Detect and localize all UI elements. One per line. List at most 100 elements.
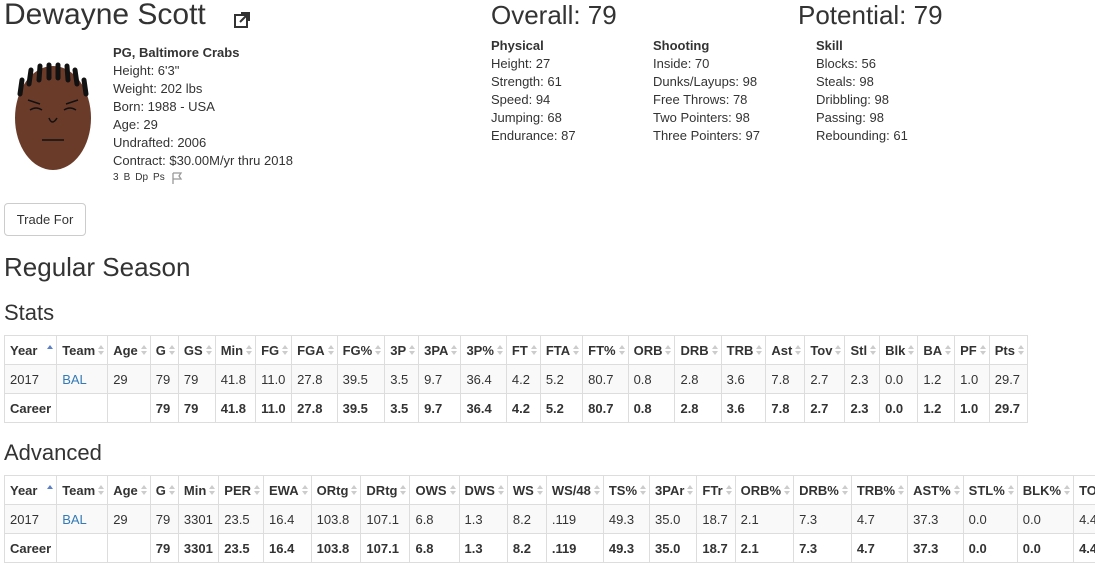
column-header[interactable]: STL% [962,475,1018,505]
column-header[interactable]: AST% [907,475,964,505]
rating-group-title: Skill [816,38,843,53]
column-header[interactable]: DWS [458,475,508,505]
cell: 80.7 [582,364,629,394]
team-link[interactable]: BAL [62,371,87,387]
column-header[interactable]: Min [177,475,220,505]
column-header[interactable]: WS [506,475,547,505]
season-row: 2017 BAL 29 79 79 41.8 11.0 27.8 39.5 3.5 9.7 36.4 4… [3,364,1028,394]
trade-button[interactable]: Trade For [4,203,86,236]
column-header[interactable]: Ast [765,335,806,365]
column-header[interactable]: Team [56,475,109,505]
cell: 2017 [3,364,58,394]
column-header[interactable]: G [149,335,179,365]
column-header[interactable]: G [149,475,179,505]
rating-item: Three Pointers: 97 [653,128,760,143]
cell: Career [3,533,58,563]
column-header[interactable]: DRtg [360,475,411,505]
player-bio: PG, Baltimore Crabs Height: 6'3" Weight: … [113,44,293,170]
cell: .119 [545,504,604,534]
column-header[interactable]: EWA [263,475,312,505]
column-header[interactable]: Pts [988,335,1028,365]
column-header[interactable]: 3PAr [649,475,698,505]
cell: 37.3 [907,533,964,563]
section-heading: Regular Season [4,252,191,282]
season-row: 2017 BAL 29 79 3301 23.5 16.4 103.8 107.1 6.8 1.3 8… [3,504,1095,534]
cell: 7.8 [765,364,806,394]
cell: 1.3 [458,533,508,563]
cell: 39.5 [336,393,386,423]
column-header[interactable]: BLK% [1016,475,1075,505]
rating-item: Rebounding: 61 [816,128,908,143]
column-header[interactable]: FT [505,335,541,365]
cell: 3.6 [720,364,767,394]
column-header[interactable]: FGA [291,335,338,365]
column-header[interactable]: BA [917,335,956,365]
column-header[interactable]: Min [214,335,257,365]
advanced-table: Year Team Age G Min PER EWA ORtg DRtg OWS DWS WS WS/… [3,475,1095,563]
column-header[interactable]: 3PA [418,335,462,365]
cell: 103.8 [310,504,362,534]
cell [107,533,151,563]
column-header[interactable]: FG% [336,335,386,365]
bio-line: Age: 29 [113,117,158,132]
team-link[interactable]: BAL [62,511,87,527]
rating-item: Dribbling: 98 [816,92,889,107]
column-header[interactable]: 3P% [460,335,507,365]
column-header[interactable]: OWS [409,475,460,505]
cell: 80.7 [582,393,629,423]
column-header[interactable]: Year [3,335,58,365]
rating-item: Height: 27 [491,56,551,71]
column-header[interactable]: PF [954,335,990,365]
cell: 3.5 [384,364,420,394]
cell: 2.7 [804,393,846,423]
column-header[interactable]: TOV% [1073,475,1095,505]
column-header[interactable]: TS% [602,475,651,505]
column-header[interactable]: 3P [384,335,420,365]
column-header[interactable]: WS/48 [545,475,604,505]
cell: 7.3 [793,533,852,563]
external-link-icon[interactable] [234,12,250,28]
skill-badge: Ps [153,172,165,183]
column-header[interactable]: ORB [627,335,676,365]
cell: 29.7 [988,393,1028,423]
column-header[interactable]: TRB [720,335,767,365]
potential-rating: Potential: 79 [798,0,943,30]
cell: 79 [149,393,179,423]
column-header[interactable]: ORB% [734,475,795,505]
column-header[interactable]: Blk [879,335,919,365]
column-header[interactable]: Stl [844,335,881,365]
column-header[interactable]: FT% [582,335,629,365]
cell: 35.0 [649,504,698,534]
bio-line: Born: 1988 - USA [113,99,215,114]
cell: 6.8 [409,504,460,534]
rating-item: Steals: 98 [816,74,874,89]
column-header[interactable]: Team [56,335,109,365]
cell: 18.7 [696,533,736,563]
table-head: Year Team Age G Min PER EWA ORtg DRtg OWS DWS WS WS/… [3,475,1095,505]
cell: 103.8 [310,533,362,563]
column-header[interactable]: Tov [804,335,846,365]
cell: 2.3 [844,364,881,394]
cell: BAL [56,504,109,534]
column-header[interactable]: Year [3,475,58,505]
column-header[interactable]: FG [255,335,293,365]
overall-rating: Overall: 79 [491,0,617,30]
cell: 49.3 [602,533,651,563]
cell: 4.7 [850,504,909,534]
column-header[interactable]: FTA [539,335,584,365]
column-header[interactable]: Age [107,475,151,505]
column-header[interactable]: ORtg [310,475,362,505]
rating-item: Blocks: 56 [816,56,876,71]
column-header[interactable]: DRB% [793,475,852,505]
column-header[interactable]: FTr [696,475,736,505]
column-header[interactable]: DRB [674,335,722,365]
cell: 8.2 [506,533,547,563]
rating-group-title: Shooting [653,38,710,53]
cell: 7.8 [765,393,806,423]
column-header[interactable]: PER [218,475,265,505]
cell: 79 [149,364,179,394]
column-header[interactable]: GS [177,335,216,365]
column-header[interactable]: Age [107,335,151,365]
column-header[interactable]: TRB% [850,475,909,505]
